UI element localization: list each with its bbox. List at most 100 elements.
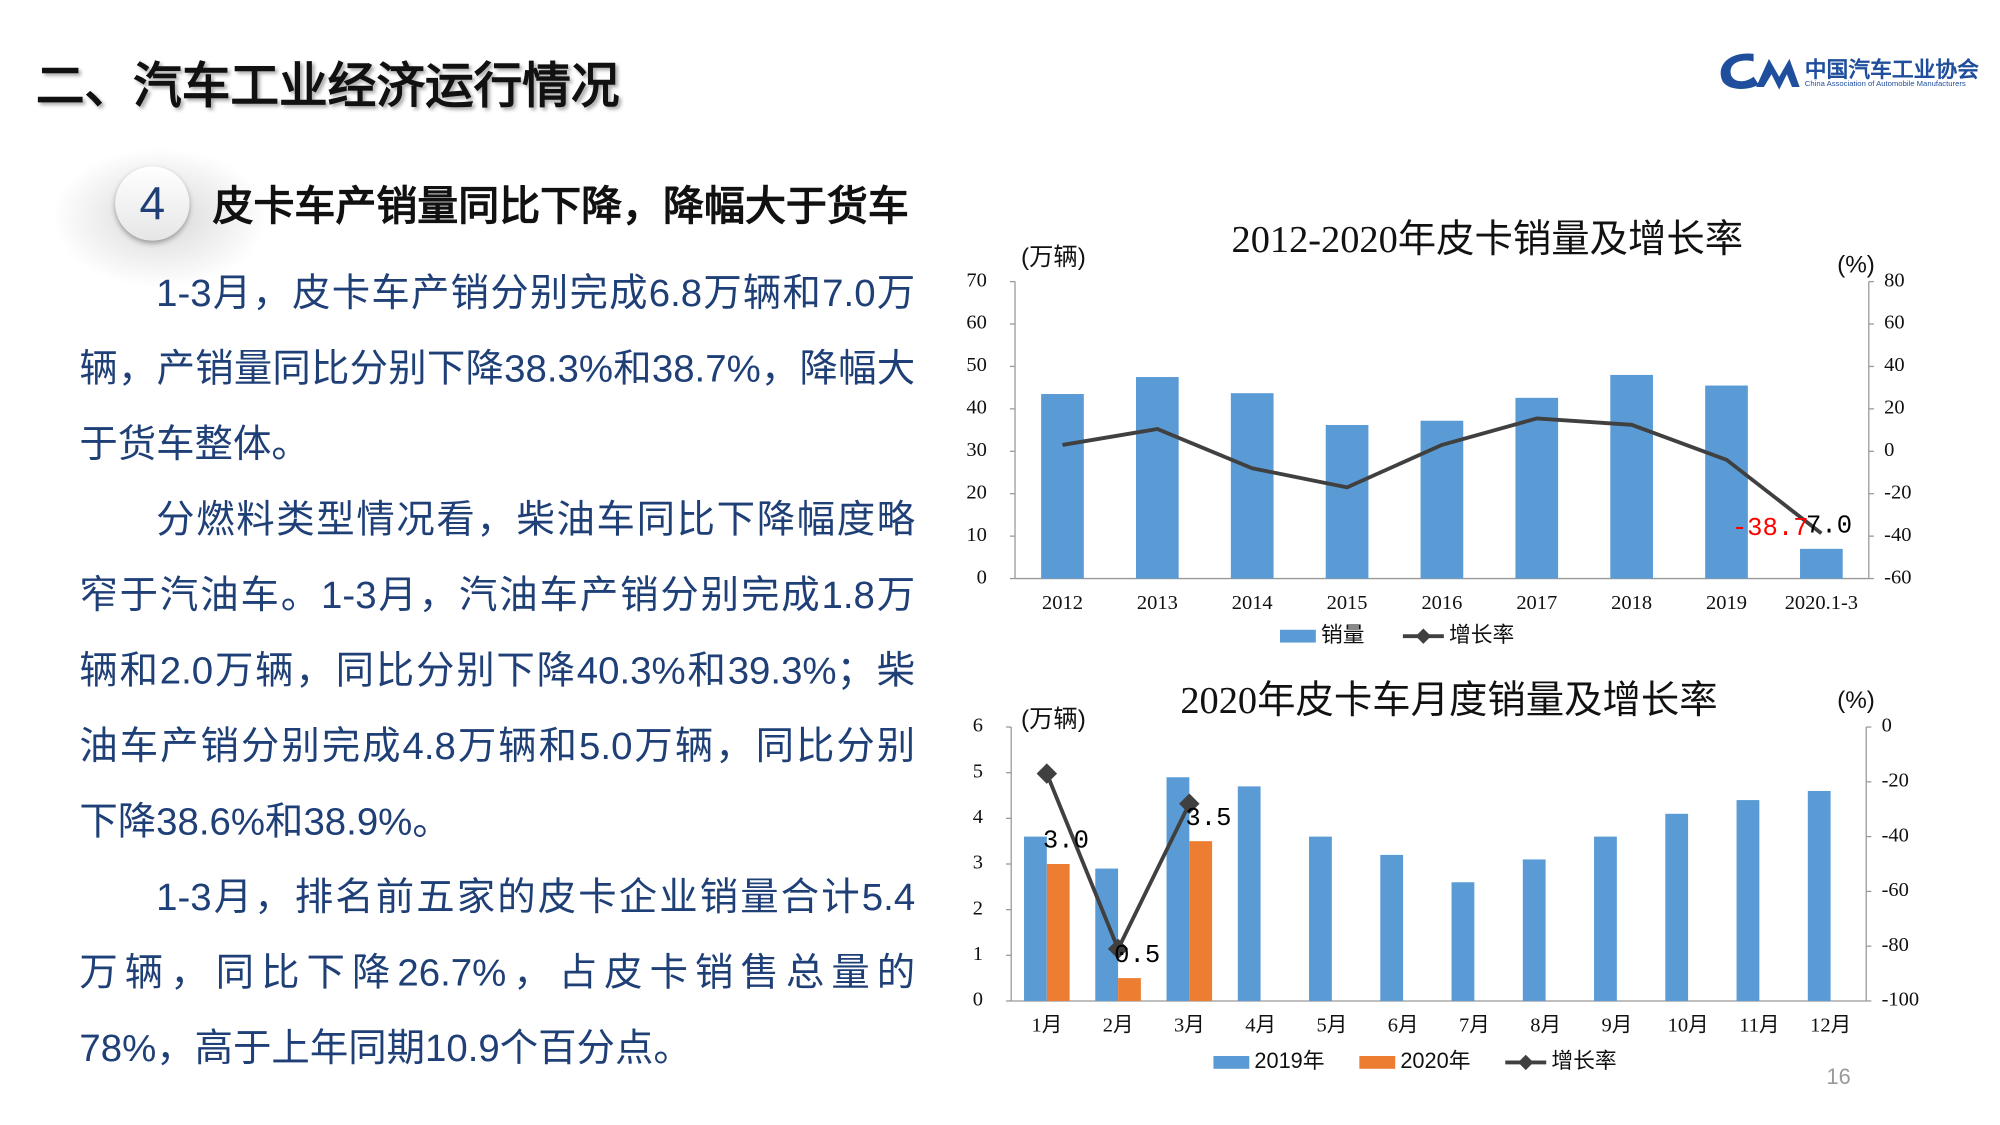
- bar: [1451, 882, 1475, 1001]
- y2-tick-label: 60: [1884, 312, 1904, 334]
- bar: [1189, 841, 1213, 1001]
- legend-label: 增长率: [1449, 622, 1514, 647]
- y-tick-label: 30: [966, 439, 986, 461]
- y2-tick-label: 0: [1884, 439, 1894, 461]
- y2-tick-label: -20: [1882, 770, 1909, 792]
- y-tick-label: 0: [977, 566, 987, 588]
- x-tick-label: 9月: [1602, 1014, 1633, 1036]
- bar: [1024, 836, 1047, 1001]
- x-tick-label: 2013: [1137, 592, 1178, 614]
- line: [1045, 772, 1192, 954]
- section-number: 4: [115, 166, 190, 241]
- slide-title: 二、汽车工业经济运行情况: [35, 60, 620, 114]
- data-label: 3.0: [1043, 827, 1089, 856]
- y-tick-label: 20: [966, 481, 986, 503]
- y-tick-label: 10: [966, 524, 986, 546]
- bar: [1800, 548, 1843, 579]
- x-tick-label: 5月: [1316, 1014, 1347, 1036]
- y-axis-label: (万辆): [1021, 706, 1086, 733]
- x-tick-label: 8月: [1530, 1014, 1561, 1036]
- x-tick-label: 6月: [1388, 1014, 1419, 1036]
- y2-tick-label: -60: [1882, 879, 1909, 901]
- logo-name: 中国汽车工业协会: [1804, 57, 1979, 82]
- x-tick-label: 11月: [1739, 1014, 1779, 1036]
- x-tick-label: 2019: [1706, 592, 1747, 614]
- y2-axis-label: (%): [1837, 687, 1875, 714]
- y2-tick-label: -60: [1884, 566, 1911, 588]
- chart-title: 2020年皮卡车月度销量及增长率: [1180, 679, 1717, 722]
- line-marker: [1179, 793, 1200, 814]
- y-tick-label: 1: [973, 943, 983, 965]
- bar: [1237, 786, 1261, 1001]
- y2-tick-label: 40: [1884, 354, 1904, 376]
- y2-axis-label: (%): [1837, 252, 1875, 279]
- x-tick-label: 2018: [1611, 592, 1652, 614]
- legend-swatch: [1359, 1056, 1396, 1069]
- data-label: 3.5: [1185, 804, 1231, 833]
- bar: [1135, 377, 1179, 579]
- x-tick-label: 7月: [1459, 1014, 1490, 1036]
- legend-label: 2019年: [1254, 1048, 1324, 1073]
- legend-marker: [1415, 628, 1432, 644]
- bar: [1420, 420, 1464, 579]
- y-tick-label: 70: [966, 269, 986, 291]
- y-tick-label: 5: [973, 760, 983, 782]
- y2-tick-label: -20: [1884, 481, 1911, 503]
- y-tick-label: 6: [973, 715, 983, 737]
- bar: [1118, 978, 1141, 1001]
- bar: [1522, 859, 1546, 1001]
- bar: [1380, 854, 1404, 1001]
- bar: [1041, 394, 1084, 579]
- paragraph: 1-3月，皮卡车产销分别完成6.8万辆和7.0万辆，产销量同比分别下降38.3%…: [79, 272, 916, 466]
- x-tick-label: 2012: [1042, 592, 1083, 614]
- legend-label: 增长率: [1551, 1048, 1616, 1073]
- bar: [1736, 800, 1760, 1001]
- y2-tick-label: 80: [1884, 269, 1904, 291]
- bar: [1807, 790, 1831, 1001]
- paragraph: 1-3月，排名前五家的皮卡企业销量合计5.4万辆，同比下降26.7%，占皮卡销售…: [79, 876, 916, 1071]
- legend-swatch: [1280, 629, 1316, 643]
- x-tick-label: 2月: [1103, 1014, 1134, 1036]
- y2-tick-label: -40: [1884, 524, 1911, 546]
- bar: [1705, 385, 1748, 579]
- y2-tick-label: -80: [1882, 934, 1909, 956]
- legend-swatch: [1213, 1056, 1250, 1069]
- y-tick-label: 4: [973, 806, 983, 828]
- y-tick-label: 2: [973, 897, 983, 919]
- x-tick-label: 1月: [1031, 1014, 1062, 1036]
- bar: [1594, 836, 1617, 1001]
- bar: [1095, 868, 1119, 1001]
- bar: [1166, 777, 1190, 1001]
- legend-label: 销量: [1321, 622, 1365, 647]
- x-tick-label: 4月: [1245, 1014, 1276, 1036]
- y2-tick-label: 20: [1884, 397, 1904, 419]
- bar: [1610, 374, 1653, 579]
- y-tick-label: 60: [966, 312, 986, 334]
- bar: [1230, 393, 1274, 579]
- logo-mark: [1720, 53, 1800, 90]
- data-label: 0.5: [1114, 941, 1160, 970]
- x-tick-label: 10月: [1668, 1014, 1709, 1036]
- bar: [1309, 836, 1332, 1001]
- bar: [1325, 424, 1369, 579]
- page-number: 16: [1826, 1064, 1851, 1090]
- y-tick-label: 3: [973, 852, 983, 874]
- y2-tick-label: -100: [1882, 989, 1920, 1011]
- logo-english: China Association of Automobile Manufact…: [1804, 80, 1966, 89]
- legend-label: 2020年: [1400, 1048, 1470, 1073]
- legend-marker: [1518, 1054, 1534, 1071]
- y-axis-label: (万辆): [1021, 244, 1086, 271]
- x-tick-label: 2017: [1516, 592, 1557, 614]
- y-tick-label: 40: [966, 397, 986, 419]
- y2-tick-label: -40: [1882, 824, 1909, 846]
- bar: [1046, 864, 1070, 1001]
- paragraph: 分燃料类型情况看，柴油车同比下降幅度略窄于汽油车。1-3月，汽油车产销分别完成1…: [79, 499, 916, 844]
- x-tick-label: 2020.1-3: [1785, 592, 1858, 614]
- x-tick-label: 3月: [1174, 1014, 1205, 1036]
- section-heading: 皮卡车产销量同比下降，降幅大于货车: [212, 183, 909, 230]
- y-tick-label: 50: [966, 354, 986, 376]
- bar: [1665, 813, 1689, 1001]
- x-tick-label: 2015: [1327, 592, 1368, 614]
